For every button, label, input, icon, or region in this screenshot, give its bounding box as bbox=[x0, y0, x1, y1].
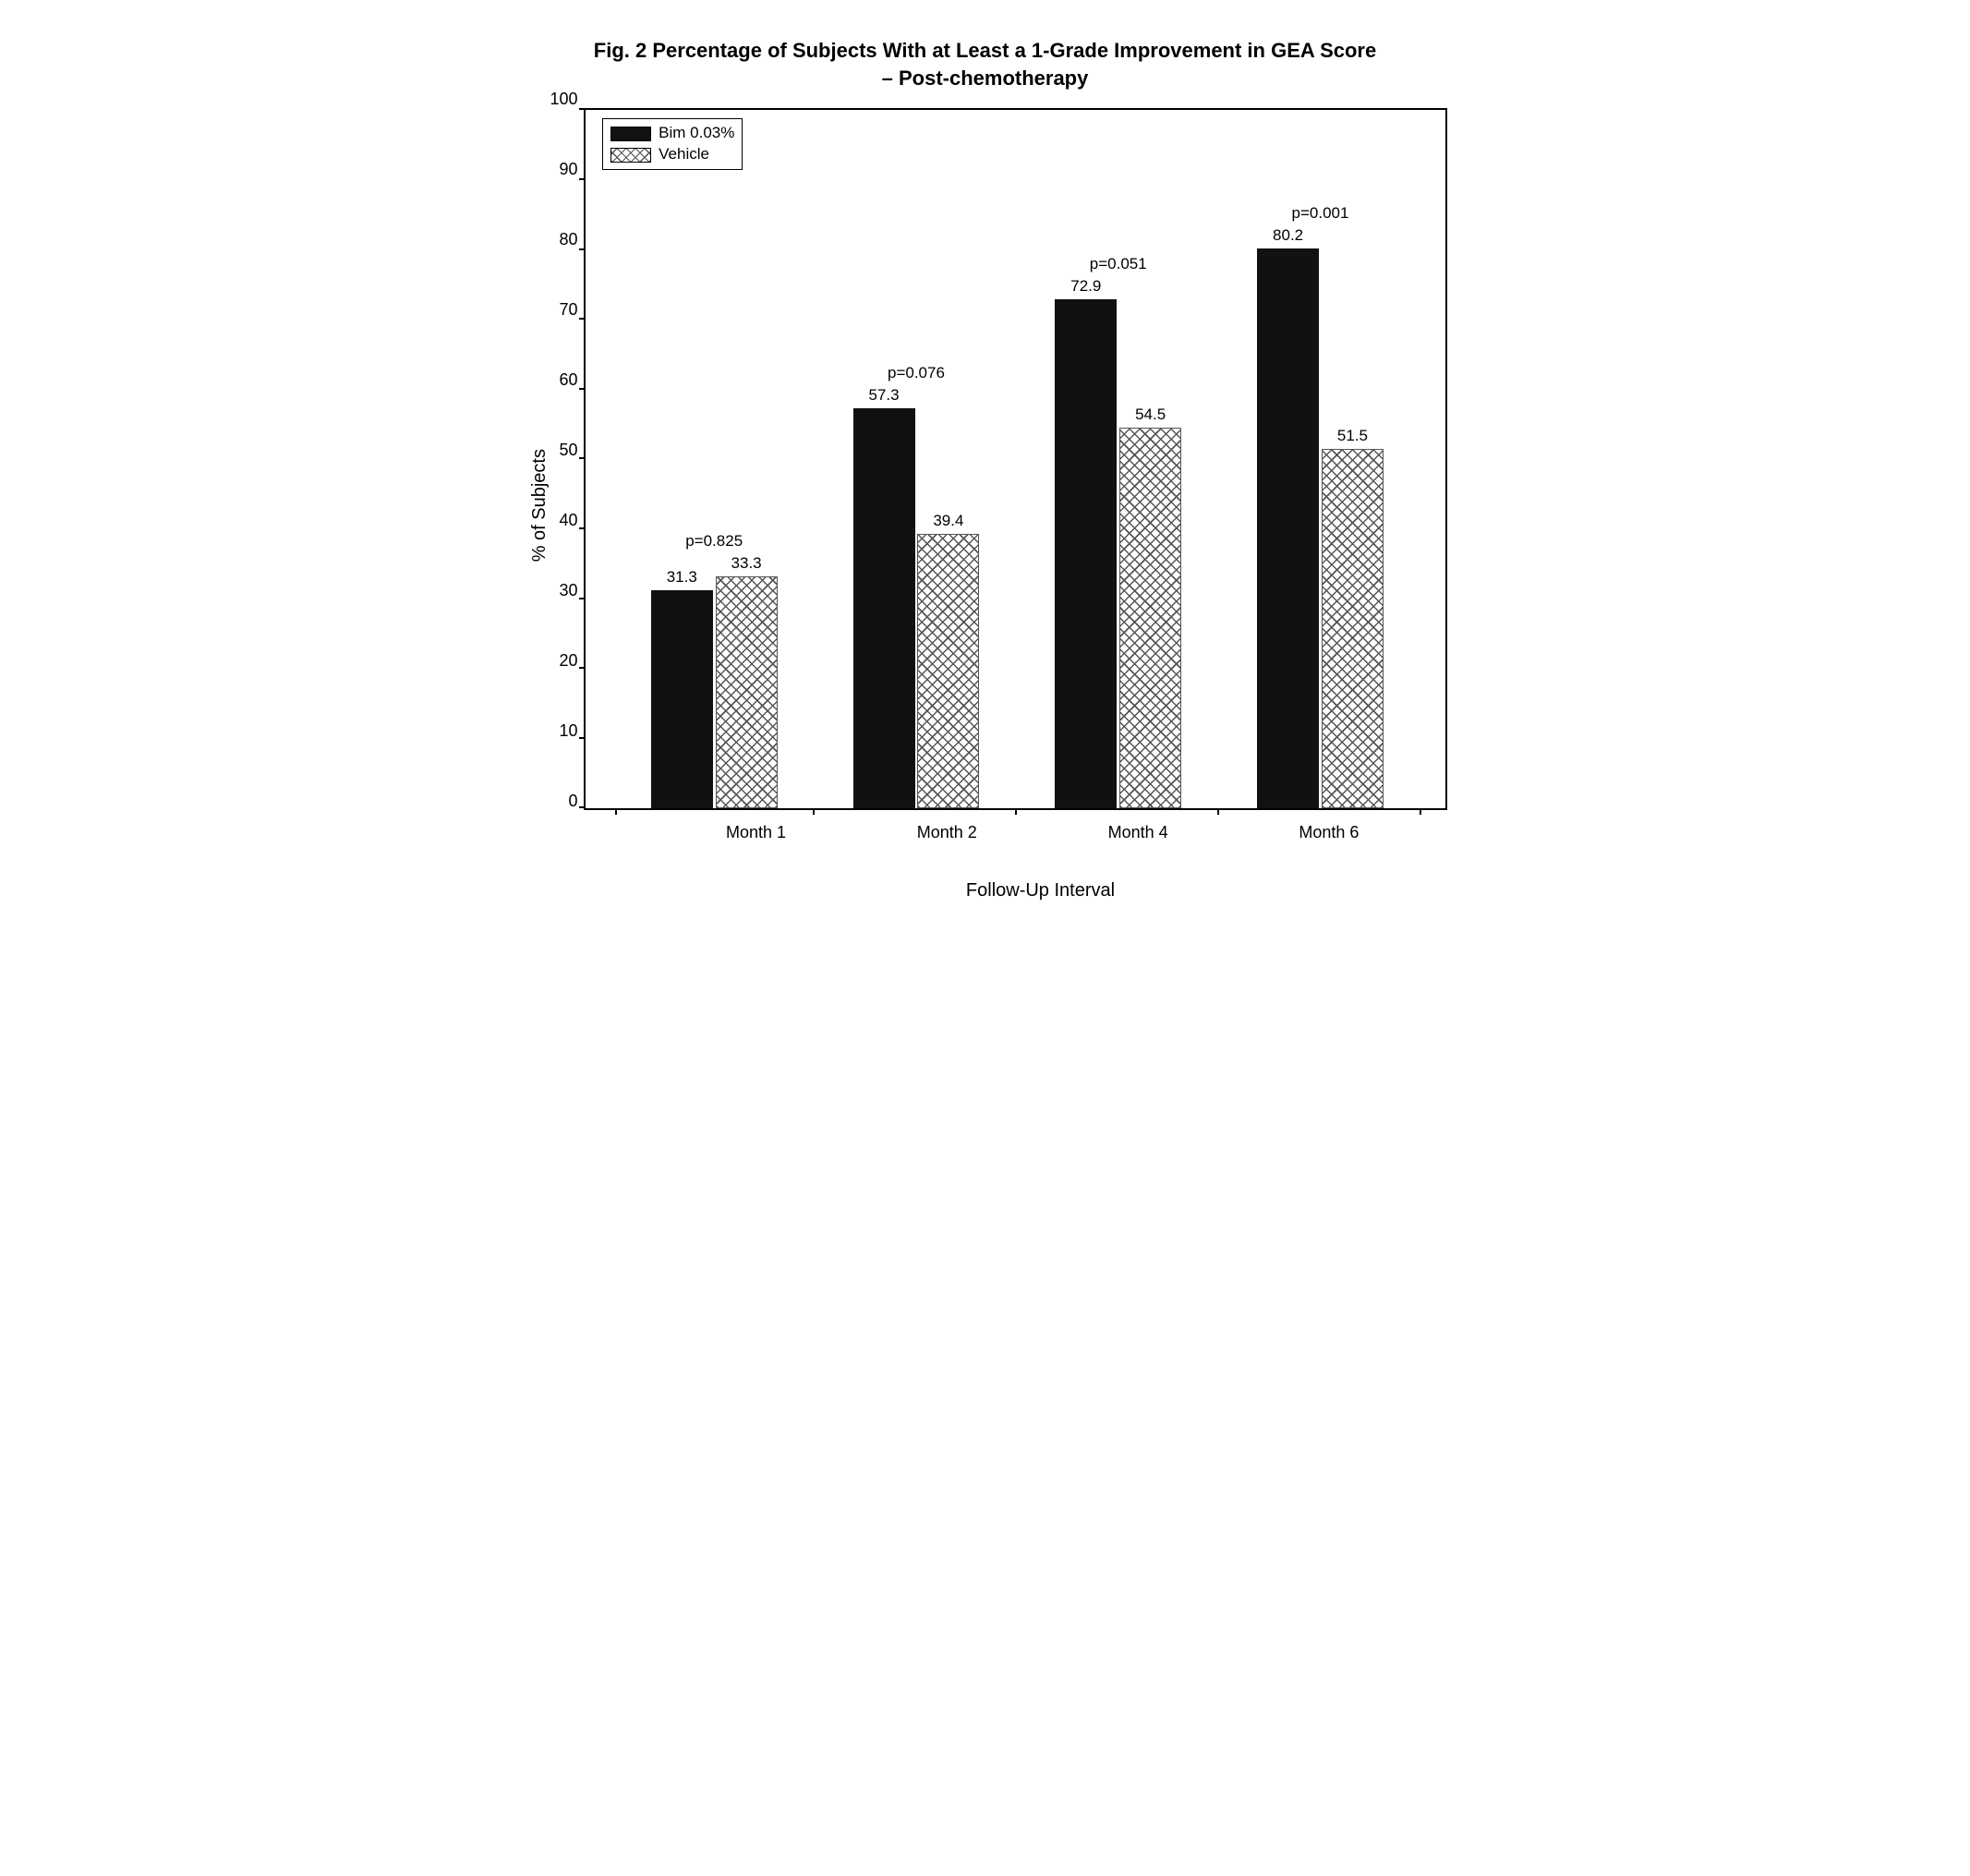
y-axis-label: % of Subjects bbox=[524, 449, 550, 562]
bar-vehicle bbox=[917, 534, 979, 809]
plot-row: 1009080706050403020100 Bim 0.03% Vehicle bbox=[550, 108, 1447, 810]
bar-bim bbox=[1257, 248, 1319, 808]
bar-value-label: 57.3 bbox=[869, 386, 900, 405]
p-value-label: p=0.825 bbox=[685, 532, 743, 551]
figure-title: Fig. 2 Percentage of Subjects With at Le… bbox=[524, 37, 1447, 91]
bar-vehicle bbox=[1119, 428, 1181, 808]
x-tick-mark bbox=[615, 808, 617, 815]
x-tick-mark bbox=[1015, 808, 1017, 815]
x-tick-label: Month 4 bbox=[1108, 823, 1168, 842]
bar-value-label: 80.2 bbox=[1273, 226, 1303, 245]
y-tick-mark bbox=[579, 667, 586, 669]
bar-vehicle bbox=[1322, 449, 1384, 808]
y-tick-mark bbox=[579, 318, 586, 320]
x-tick-label: Month 1 bbox=[726, 823, 786, 842]
figure-title-line1: Fig. 2 Percentage of Subjects With at Le… bbox=[524, 37, 1447, 65]
plot-frame: Bim 0.03% Vehicle 31.333.3p=0.82557.339.… bbox=[584, 108, 1447, 810]
y-tick-mark bbox=[579, 108, 586, 110]
y-tick-mark bbox=[579, 457, 586, 459]
x-axis-label: Follow-Up Interval bbox=[635, 880, 1447, 902]
bar-value-label: 72.9 bbox=[1070, 277, 1101, 296]
y-axis-ticks: 1009080706050403020100 bbox=[550, 108, 584, 810]
chart-outer: % of Subjects 1009080706050403020100 Bim… bbox=[524, 108, 1447, 902]
bar-value-label: 33.3 bbox=[731, 554, 762, 573]
y-tick-mark bbox=[579, 178, 586, 180]
p-value-label: p=0.076 bbox=[888, 364, 945, 382]
bar-value-label: 54.5 bbox=[1135, 405, 1166, 424]
bar-bim bbox=[853, 408, 915, 808]
p-value-label: p=0.001 bbox=[1292, 204, 1349, 223]
y-tick-mark bbox=[579, 388, 586, 390]
figure: Fig. 2 Percentage of Subjects With at Le… bbox=[524, 37, 1447, 902]
y-tick-mark bbox=[579, 737, 586, 739]
x-tick-mark bbox=[813, 808, 815, 815]
x-tick-label: Month 2 bbox=[917, 823, 977, 842]
bar-value-label: 39.4 bbox=[933, 512, 963, 530]
x-tick-mark bbox=[1420, 808, 1421, 815]
bars-layer: 31.3 33.3 p=0.825 57.3 39.4 p=0.076 72.9 54.5 p=… bbox=[586, 110, 1445, 808]
bar-bim bbox=[1055, 299, 1117, 808]
y-tick-mark bbox=[579, 806, 586, 808]
p-value-label: p=0.051 bbox=[1090, 255, 1147, 273]
y-tick-mark bbox=[579, 598, 586, 599]
y-tick-mark bbox=[579, 527, 586, 529]
chart-column: 1009080706050403020100 Bim 0.03% Vehicle bbox=[550, 108, 1447, 902]
bar-value-label: 31.3 bbox=[667, 568, 697, 587]
figure-title-line2: – Post-chemotherapy bbox=[524, 65, 1447, 92]
x-tick-mark bbox=[1217, 808, 1219, 815]
x-axis-tick-labels: Month 1 Month 2 Month 4 Month 6 bbox=[635, 823, 1447, 853]
bar-bim bbox=[651, 590, 713, 809]
bar-value-label: 51.5 bbox=[1337, 427, 1368, 445]
plot-area: Bim 0.03% Vehicle 31.333.3p=0.82557.339.… bbox=[586, 110, 1445, 808]
y-tick-mark bbox=[579, 248, 586, 250]
bar-vehicle bbox=[716, 576, 778, 809]
x-tick-label: Month 6 bbox=[1299, 823, 1359, 842]
